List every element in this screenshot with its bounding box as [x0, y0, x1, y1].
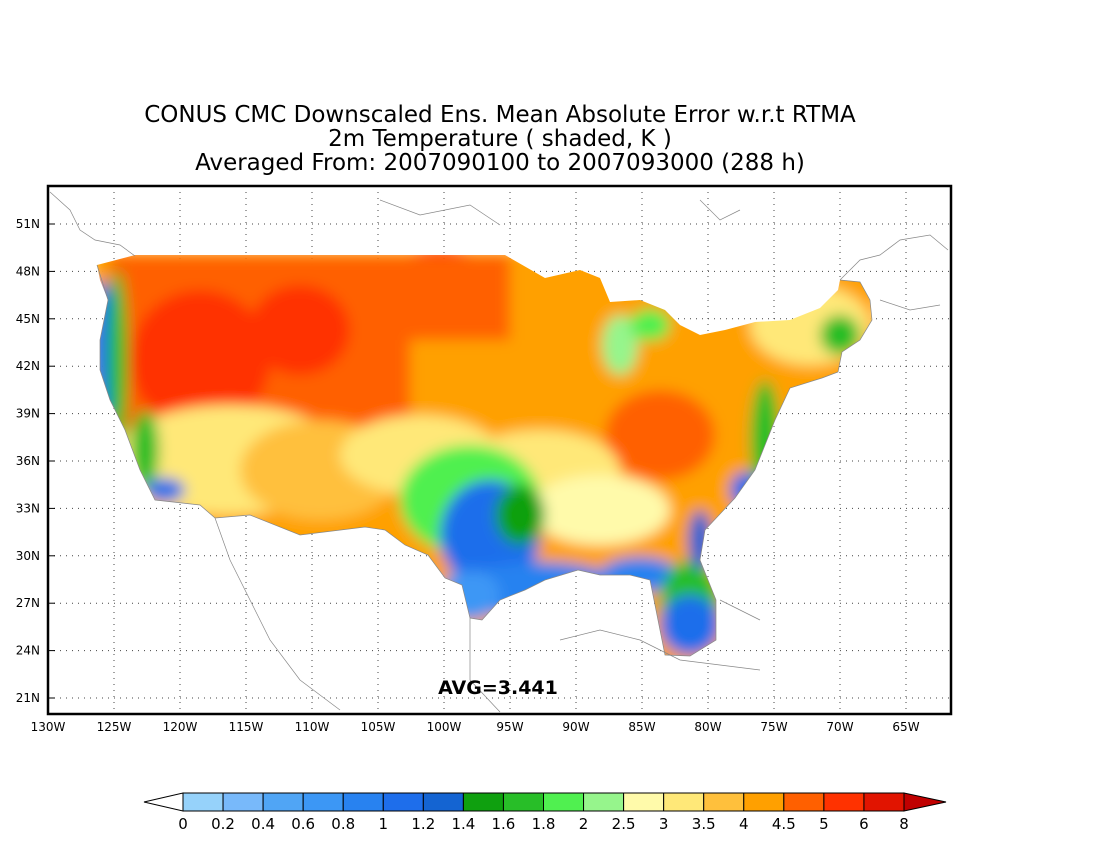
lon-tick-label: 115W — [229, 720, 264, 734]
colorbar-cell — [783, 792, 825, 812]
colorbar-label: 2.5 — [612, 815, 636, 833]
colorbar-cell — [623, 792, 665, 812]
colorbar-cell — [823, 792, 865, 812]
colorbar-cell — [502, 792, 545, 812]
lon-tick-label: 125W — [97, 720, 132, 734]
colorbar-label: 0.6 — [291, 815, 315, 833]
lon-tick-label: 95W — [496, 720, 523, 734]
colorbar: 0 0.2 0.4 0.6 0.8 1 1.2 1.4 1.6 1.8 2 2.5 3 3.5 4 4.5 5 6… — [143, 792, 947, 833]
colorbar-cell — [743, 792, 785, 812]
colorbar-label: 0 — [178, 815, 188, 833]
colorbar-label: 1.2 — [411, 815, 435, 833]
title-line-3: Averaged From: 2007090100 to 2007093000 … — [195, 150, 805, 176]
colorbar-label: 3 — [659, 815, 669, 833]
colorbar-label: 5 — [819, 815, 829, 833]
coastlines — [49, 191, 949, 713]
colorbar-label: 4.5 — [772, 815, 796, 833]
colorbar-cell — [182, 792, 224, 812]
colorbar-cell — [262, 792, 304, 812]
map-frame — [46, 184, 953, 716]
lat-tick-label: 36N — [16, 454, 40, 468]
colorbar-cell — [583, 792, 625, 812]
colorbar-label: 1.4 — [451, 815, 475, 833]
colorbar-cell — [543, 792, 585, 812]
lat-tick-label: 39N — [16, 407, 40, 421]
avg-label: AVG=3.441 — [438, 677, 558, 699]
colorbar-label: 0.2 — [211, 815, 235, 833]
lon-tick-label: 105W — [361, 720, 396, 734]
colorbar-cell — [422, 792, 464, 812]
lon-tick-label: 130W — [31, 720, 66, 734]
colorbar-cell — [222, 792, 264, 812]
lat-tick-label: 51N — [16, 217, 40, 231]
colorbar-right-arrow — [903, 792, 947, 812]
colorbar-cell — [302, 792, 344, 812]
lat-tick-label: 33N — [16, 501, 40, 515]
colorbar-label: 3.5 — [692, 815, 716, 833]
colorbar-label: 2 — [579, 815, 589, 833]
lon-tick-label: 85W — [628, 720, 655, 734]
lon-tick-label: 110W — [295, 720, 330, 734]
lon-tick-label: 75W — [760, 720, 787, 734]
colorbar-label: 8 — [899, 815, 909, 833]
lon-tick-label: 70W — [826, 720, 853, 734]
colorbar-label: 1.6 — [492, 815, 516, 833]
lat-tick-label: 30N — [16, 549, 40, 563]
colorbar-label: 0.4 — [251, 815, 275, 833]
longitude-labels: 130W 125W 120W 115W 110W 105W 100W 95W 90W 85W 80W… — [31, 720, 920, 734]
lon-tick-label: 80W — [694, 720, 721, 734]
colorbar-cell — [863, 792, 905, 812]
colorbar-cell — [342, 792, 384, 812]
colorbar-label: 1 — [379, 815, 389, 833]
lon-tick-label: 65W — [892, 720, 919, 734]
colorbar-cell — [382, 792, 424, 812]
latitude-labels: 51N 48N 45N 42N 39N 36N 33N 30N 27N 24N 21N — [16, 217, 40, 705]
title-line-1: CONUS CMC Downscaled Ens. Mean Absolute … — [144, 102, 856, 128]
colorbar-cell — [703, 792, 745, 812]
lat-tick-label: 45N — [16, 312, 40, 326]
colorbar-label: 6 — [859, 815, 869, 833]
lon-tick-label: 90W — [562, 720, 589, 734]
lon-tick-label: 100W — [427, 720, 462, 734]
lat-tick-label: 21N — [16, 691, 40, 705]
lat-tick-label: 42N — [16, 359, 40, 373]
lat-tick-label: 48N — [16, 264, 40, 278]
lat-tick-label: 27N — [16, 596, 40, 610]
colorbar-cell — [462, 792, 504, 812]
lat-tick-label: 24N — [16, 644, 40, 658]
lon-tick-label: 120W — [163, 720, 198, 734]
colorbar-label: 1.8 — [532, 815, 556, 833]
title-line-2: 2m Temperature ( shaded, K ) — [328, 126, 672, 152]
colorbar-cell — [663, 792, 705, 812]
colorbar-label: 4 — [739, 815, 749, 833]
colorbar-label: 0.8 — [331, 815, 355, 833]
colorbar-left-arrow — [143, 792, 184, 812]
